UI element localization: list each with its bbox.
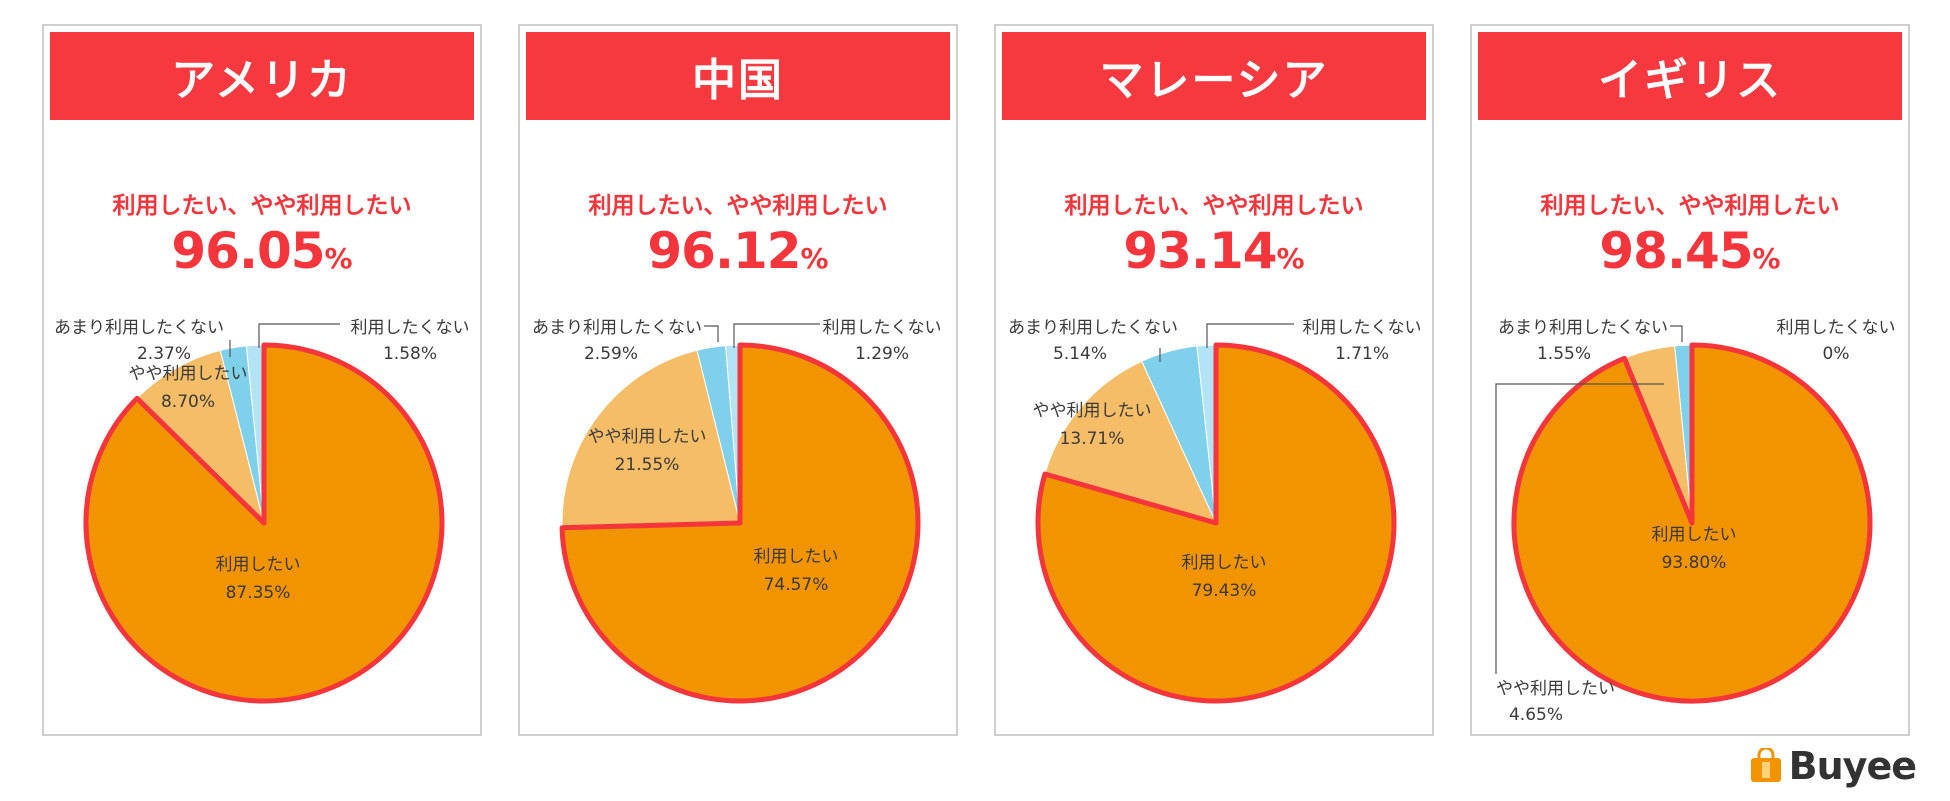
label-not-want-name: 利用したくない [1303, 318, 1422, 338]
summary-unit: % [324, 242, 353, 275]
logo-text: Buyee [1788, 744, 1917, 788]
label-want-value: 93.80% [1662, 553, 1727, 573]
leader-line-not-really [704, 325, 719, 342]
summary-value: 96.12% [520, 222, 956, 280]
slice-labels: 利用したい 93.80% やや利用したい 4.65% あまり利用したくない 1.… [1496, 318, 1896, 725]
leader-line-not-want [1206, 323, 1294, 348]
label-somewhat-value: 8.70% [161, 392, 215, 412]
slice-labels: 利用したい 74.57% やや利用したい 21.55% あまり利用したくない 2… [532, 318, 942, 595]
summary-label: 利用したい、やや利用したい [1064, 193, 1364, 219]
label-somewhat-value: 21.55% [615, 455, 680, 475]
pie-chart: 利用したい 74.57% やや利用したい 21.55% あまり利用したくない 2… [532, 318, 942, 704]
label-not-really-value: 5.14% [1053, 344, 1107, 364]
label-not-really-value: 2.59% [584, 344, 638, 364]
pie-chart: 利用したい 93.80% やや利用したい 4.65% あまり利用したくない 1.… [1495, 318, 1896, 725]
leader-line-somewhat [1495, 383, 1664, 674]
pie-slices [1511, 342, 1873, 704]
summary-number: 96.12 [647, 222, 801, 280]
highlight-outline [83, 342, 445, 704]
pie-slices [1035, 342, 1397, 704]
pie-chart: 利用したい 87.35% やや利用したい 8.70% あまり利用したくない 2.… [54, 318, 470, 704]
label-somewhat-value: 4.65% [1509, 705, 1563, 725]
label-somewhat-name: やや利用したい [588, 427, 707, 447]
panel-title: イギリス [1478, 32, 1902, 120]
summary-label: 利用したい、やや利用したい [588, 193, 888, 219]
leader-lines [704, 323, 820, 348]
label-not-want-value: 1.58% [383, 344, 437, 364]
summary-number: 96.05 [171, 222, 325, 280]
chart-panel-china: 中国 利用したい、やや利用したい 96.12% 利用したい 74.57% やや利… [518, 24, 958, 736]
label-not-want-value: 1.29% [855, 344, 909, 364]
label-want-name: 利用したい [1652, 525, 1737, 545]
summary-unit: % [800, 242, 829, 275]
summary-unit: % [1276, 242, 1305, 275]
label-want-value: 87.35% [226, 583, 291, 603]
panel-title: アメリカ [50, 32, 474, 120]
label-want-name: 利用したい [754, 547, 839, 567]
chart-panel-usa: アメリカ 利用したい、やや利用したい 96.05% 利用したい 87.35% や… [42, 24, 482, 736]
label-not-want-name: 利用したくない [351, 318, 470, 338]
panel-title: 中国 [526, 32, 950, 120]
summary-value: 98.45% [1472, 222, 1908, 280]
highlight-outline [1511, 342, 1873, 704]
label-not-want-value: 0% [1823, 344, 1850, 364]
label-not-want-name: 利用したくない [1777, 318, 1896, 338]
label-not-really-name: あまり利用したくない [1498, 318, 1668, 338]
label-somewhat-name: やや利用したい [1496, 679, 1615, 699]
summary-number: 93.14 [1123, 222, 1277, 280]
summary-label: 利用したい、やや利用したい [1540, 193, 1840, 219]
slice-somewhat-want [1044, 360, 1217, 524]
summary-number: 98.45 [1599, 222, 1753, 280]
label-somewhat-value: 13.71% [1060, 429, 1125, 449]
leader-line-not-really [1670, 325, 1683, 342]
label-not-really-value: 1.55% [1537, 344, 1591, 364]
label-not-want-value: 1.71% [1335, 344, 1389, 364]
leader-lines [229, 323, 340, 357]
pie-slices [559, 342, 921, 704]
slice-somewhat-want [561, 349, 741, 529]
buyee-logo: Buyee [1749, 744, 1917, 788]
leader-lines [1495, 325, 1683, 674]
slice-labels: 利用したい 87.35% やや利用したい 8.70% あまり利用したくない 2.… [54, 318, 470, 603]
label-somewhat-name: やや利用したい [129, 364, 248, 384]
label-want-value: 74.57% [764, 575, 829, 595]
pie-slices [83, 342, 445, 704]
highlight-outline [1035, 342, 1397, 704]
leader-line-not-want [733, 323, 820, 348]
shopping-bag-icon [1750, 748, 1781, 782]
label-not-really-name: あまり利用したくない [1008, 318, 1178, 338]
label-want-name: 利用したい [1182, 553, 1267, 573]
highlight-outline [559, 342, 921, 704]
summary-label: 利用したい、やや利用したい [112, 193, 412, 219]
leader-line-not-want [258, 323, 340, 348]
label-not-really-value: 2.37% [137, 344, 191, 364]
label-want-value: 79.43% [1192, 581, 1257, 601]
label-not-really-name: あまり利用したくない [532, 318, 702, 338]
summary-unit: % [1752, 242, 1781, 275]
label-somewhat-name: やや利用したい [1033, 401, 1152, 421]
panel-title: マレーシア [1002, 32, 1426, 120]
pie-chart: 利用したい 79.43% やや利用したい 13.71% あまり利用したくない 5… [1008, 318, 1422, 704]
label-not-want-name: 利用したくない [823, 318, 942, 338]
chart-panel-uk: イギリス 利用したい、やや利用したい 98.45% 利用したい 93.80% や… [1470, 24, 1910, 736]
label-want-name: 利用したい [216, 555, 301, 575]
chart-panel-malaysia: マレーシア 利用したい、やや利用したい 93.14% 利用したい 79.43% … [994, 24, 1434, 736]
summary-value: 96.05% [44, 222, 480, 280]
slice-labels: 利用したい 79.43% やや利用したい 13.71% あまり利用したくない 5… [1008, 318, 1422, 601]
summary-value: 93.14% [996, 222, 1432, 280]
leader-lines [1159, 323, 1294, 362]
label-not-really-name: あまり利用したくない [54, 318, 224, 338]
